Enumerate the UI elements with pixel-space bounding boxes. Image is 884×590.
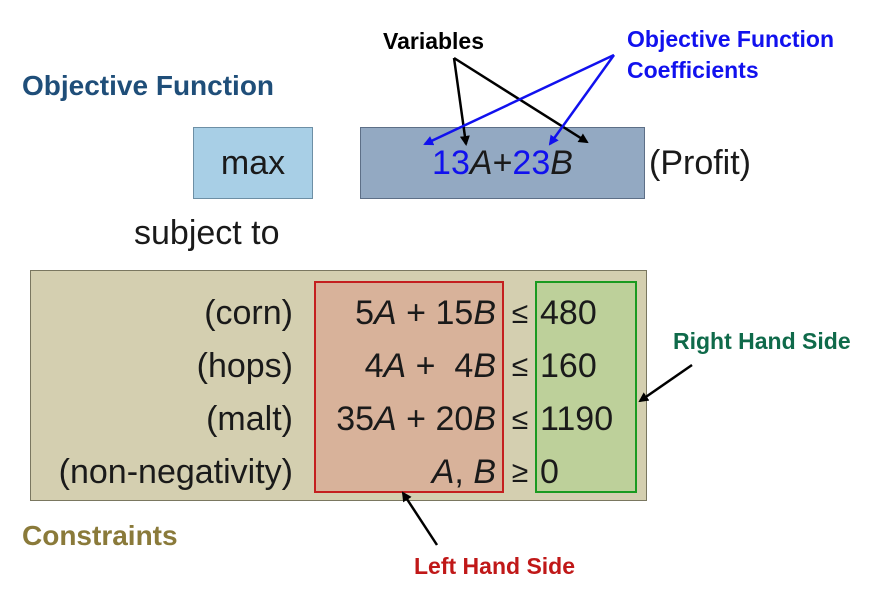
- constraint-rhs-hops: 160: [540, 347, 597, 385]
- max-keyword: max: [220, 143, 286, 182]
- constraints-heading: Constraints: [22, 520, 178, 551]
- constraint-rhs-non-negativity: 0: [540, 453, 559, 491]
- lhs-var-1: A: [374, 294, 397, 332]
- lhs-coef-1: 35: [336, 400, 375, 438]
- coefficients-label: Objective Function Coefficients: [627, 24, 834, 86]
- lhs-plus: +: [406, 347, 455, 385]
- lhs-var-1: A: [374, 400, 397, 438]
- constraint-lhs-malt: 35A + 20B: [316, 400, 496, 439]
- objective-function-heading: Objective Function: [22, 70, 275, 101]
- constraint-operator-hops: ≤: [511, 350, 529, 383]
- variable-b: B: [550, 143, 573, 182]
- constraint-name-non-negativity: (non-negativity): [58, 453, 293, 491]
- lhs-plus: +: [396, 294, 436, 332]
- lhs-var-2: B: [473, 453, 496, 491]
- variables-label: Variables: [383, 28, 485, 54]
- lhs-plus: +: [396, 400, 436, 438]
- profit-label: (Profit): [649, 144, 751, 182]
- constraint-name-corn: (corn): [204, 294, 293, 332]
- variable-a: A: [469, 143, 493, 182]
- lhs-var-1: A: [431, 453, 455, 491]
- lhs-plus: ,: [454, 453, 474, 491]
- lhs-coef-2: 4: [454, 347, 474, 385]
- coefficients-label-line1: Objective Function: [627, 26, 835, 52]
- lhs-var-1: A: [383, 347, 407, 385]
- left-hand-side-box: [314, 281, 504, 493]
- constraint-operator-non-negativity: ≥: [511, 456, 529, 489]
- objective-expression-box: 13 A + 23 B: [360, 127, 645, 199]
- lhs-var-2: B: [473, 347, 496, 385]
- constraint-operator-corn: ≤: [511, 297, 529, 330]
- right-hand-side-label: Right Hand Side: [673, 328, 851, 354]
- lhs-var-2: B: [473, 294, 496, 332]
- constraint-rhs-corn: 480: [540, 294, 597, 332]
- constraint-operator-malt: ≤: [511, 403, 529, 436]
- coefficients-label-line2: Coefficients: [627, 57, 759, 83]
- arrow-rhs-label-to-box: [638, 363, 693, 403]
- lhs-coef-1: 4: [364, 347, 384, 385]
- lhs-coef-2: 20: [435, 400, 474, 438]
- constraint-lhs-corn: 5A + 15B: [316, 294, 496, 333]
- constraint-name-hops: (hops): [196, 347, 293, 385]
- constraint-lhs-non-negativity: A, B: [316, 453, 496, 492]
- coefficient-b: 23: [512, 143, 551, 182]
- lhs-coef-1: 5: [355, 294, 375, 332]
- coefficient-a: 13: [432, 143, 470, 182]
- constraint-lhs-hops: 4A + 4B: [316, 347, 496, 386]
- lhs-coef-2: 15: [435, 294, 474, 332]
- left-hand-side-label: Left Hand Side: [414, 553, 576, 579]
- lhs-var-2: B: [473, 400, 496, 438]
- subject-to-text: subject to: [134, 214, 280, 252]
- max-box: max: [193, 127, 313, 199]
- constraint-rhs-malt: 1190: [540, 400, 614, 438]
- constraint-name-malt: (malt): [206, 400, 293, 438]
- right-hand-side-box: [535, 281, 637, 493]
- plus-sign: +: [492, 143, 513, 182]
